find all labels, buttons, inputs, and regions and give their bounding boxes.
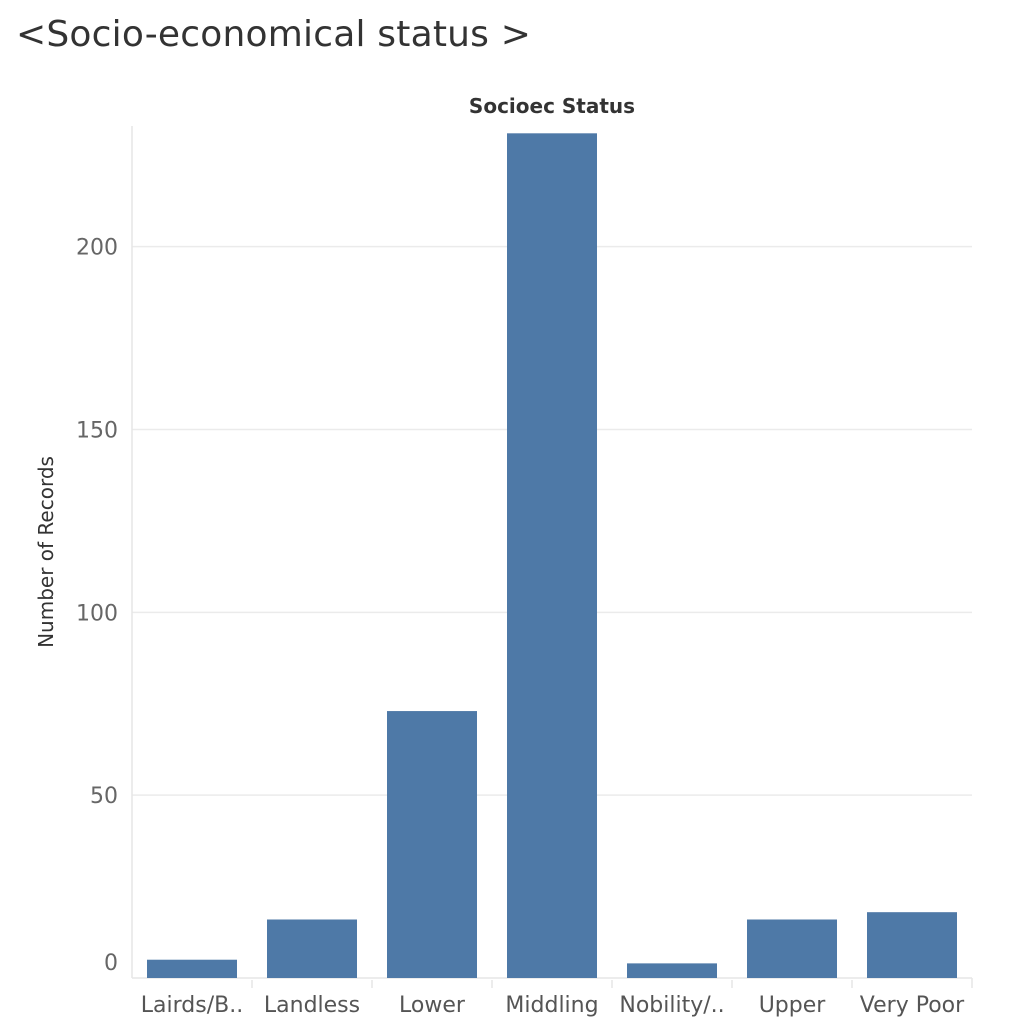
bar <box>387 711 477 978</box>
x-tick-label: Lairds/B.. <box>141 993 243 1018</box>
x-axis-ticks: Lairds/B.. Landless Lower Middling Nobility/… <box>141 993 965 1018</box>
bar <box>147 959 237 978</box>
x-tick-label: Middling <box>505 993 598 1018</box>
x-tick-label: Landless <box>264 993 360 1018</box>
page-title: <Socio-economical status > <box>16 14 532 55</box>
bar <box>747 919 837 978</box>
x-tick-label: Lower <box>399 993 466 1018</box>
bar <box>627 963 717 978</box>
y-tick-label: 150 <box>76 419 118 444</box>
y-tick-label: 0 <box>104 951 118 976</box>
bar <box>507 133 597 979</box>
y-axis-label: Number of Records <box>34 456 58 648</box>
bars <box>147 133 957 979</box>
y-tick-label: 200 <box>76 236 118 261</box>
y-tick-label: 100 <box>76 601 118 626</box>
x-tick-label: Upper <box>759 993 827 1018</box>
y-tick-label: 50 <box>90 784 118 809</box>
y-axis-ticks: 0 50 100 150 200 <box>76 236 118 976</box>
x-axis-header: Socioec Status <box>469 94 635 118</box>
bar <box>267 919 357 978</box>
x-tick-label: Very Poor <box>860 993 965 1018</box>
x-tick-label: Nobility/.. <box>619 993 724 1018</box>
bar <box>867 912 957 978</box>
